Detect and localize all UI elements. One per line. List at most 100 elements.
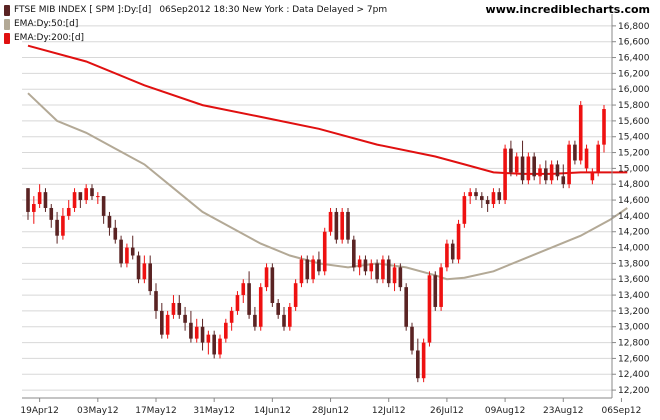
candle-body	[84, 188, 88, 201]
x-tick-label: 14Jun12	[254, 406, 291, 416]
legend-row-ema50: EMA:Dy:50:[d]	[4, 17, 387, 31]
candle-body	[590, 172, 595, 181]
candle-body	[72, 192, 77, 208]
candle-body	[410, 326, 414, 351]
candle-body	[160, 310, 164, 335]
candle-body	[55, 219, 59, 236]
candle-body	[357, 259, 362, 268]
y-tick-label: 15,200	[618, 149, 650, 159]
y-tick-label: 16,800	[618, 22, 650, 32]
candle-body	[578, 105, 583, 161]
candle-body	[433, 275, 438, 307]
candle-body	[520, 156, 525, 181]
candle-body	[212, 334, 216, 355]
candles-group	[26, 101, 606, 383]
candle-body	[352, 239, 356, 268]
y-tick-label: 12,400	[618, 370, 650, 380]
legend: FTSE MIB INDEX [ SPM ]:Dy:[d] 06Sep2012 …	[4, 3, 387, 45]
candle-body	[392, 267, 397, 284]
candle-body	[439, 267, 443, 307]
candle-body	[549, 164, 554, 181]
candle-body	[125, 247, 129, 264]
y-tick-label: 16,600	[618, 38, 650, 48]
ema50-line-group	[27, 92, 628, 281]
x-tick-label: 19Apr12	[20, 406, 58, 416]
x-tick-label: 06Sep12	[602, 406, 642, 416]
candle-body	[538, 168, 542, 177]
candle-body	[288, 306, 292, 327]
candle-body	[369, 263, 374, 272]
candle-body	[485, 200, 490, 205]
candle-body	[154, 291, 158, 311]
y-tick-label: 14,200	[618, 228, 650, 238]
candle-body	[130, 247, 135, 256]
candle-body	[386, 259, 391, 284]
candle-body	[480, 196, 484, 201]
candle-body	[276, 302, 280, 315]
ema50-line	[27, 92, 628, 281]
y-tick-label: 14,600	[618, 196, 650, 206]
y-tick-label: 12,800	[618, 339, 650, 349]
brand-link[interactable]: www.incrediblecharts.com	[485, 3, 650, 16]
y-tick-label: 16,000	[618, 85, 650, 95]
grid-lines	[22, 25, 612, 391]
candle-body	[532, 156, 536, 177]
candle-body	[311, 259, 315, 280]
candle-body	[346, 211, 350, 240]
y-tick-label: 15,600	[618, 117, 650, 127]
y-tick-label: 15,000	[618, 164, 650, 174]
candle-body	[171, 302, 176, 315]
candle-body	[229, 310, 234, 323]
candle-body	[113, 227, 118, 240]
x-tick-label: 23Aug12	[543, 406, 583, 416]
candle-body	[264, 267, 269, 288]
candle-body	[363, 259, 368, 272]
candle-body	[241, 283, 246, 296]
candle-body	[567, 144, 571, 185]
y-tick-label: 12,200	[618, 386, 650, 396]
x-tick-label: 31May12	[193, 406, 235, 416]
candle-body	[253, 314, 257, 327]
series-label: FTSE MIB INDEX [ SPM ]:Dy:[d]	[14, 5, 152, 15]
candle-body	[235, 295, 240, 311]
candle-body	[497, 192, 502, 201]
ema200-label: EMA:Dy:200:[d]	[14, 33, 85, 43]
candle-body	[474, 192, 478, 197]
ema50-swatch	[4, 18, 10, 30]
candle-body	[445, 243, 449, 268]
ema200-swatch	[4, 32, 10, 44]
candle-body	[107, 215, 112, 228]
y-tick-label: 16,400	[618, 54, 650, 64]
candle-body	[503, 148, 507, 201]
candle-body	[584, 148, 589, 169]
candle-body	[596, 144, 600, 173]
timestamp: 06Sep2012 18:30 New York : Data Delayed …	[159, 5, 388, 15]
y-tick-label: 13,600	[618, 275, 650, 285]
candle-body	[317, 259, 321, 272]
candle-body	[37, 192, 42, 205]
candle-body	[573, 144, 577, 161]
y-tick-label: 12,600	[618, 354, 650, 364]
y-tick-label: 14,400	[618, 212, 650, 222]
candle-body	[322, 231, 327, 272]
candle-body	[427, 275, 432, 343]
candle-body	[200, 326, 205, 343]
y-tick-label: 14,800	[618, 180, 650, 190]
candle-body	[514, 156, 519, 173]
candle-body	[66, 207, 71, 216]
legend-row-price: FTSE MIB INDEX [ SPM ]:Dy:[d] 06Sep2012 …	[4, 3, 387, 17]
candle-body	[293, 283, 298, 307]
candle-body	[404, 287, 408, 327]
candle-body	[381, 259, 385, 280]
candle-body	[224, 322, 228, 339]
candle-body	[142, 263, 147, 280]
price-swatch	[4, 4, 10, 16]
y-tick-label: 14,000	[618, 244, 650, 254]
candle-body	[247, 283, 251, 315]
y-tick-label: 16,200	[618, 69, 650, 79]
candle-body	[328, 211, 333, 232]
candle-body	[602, 109, 606, 145]
axes-group	[22, 14, 613, 399]
candle-body	[398, 267, 403, 288]
